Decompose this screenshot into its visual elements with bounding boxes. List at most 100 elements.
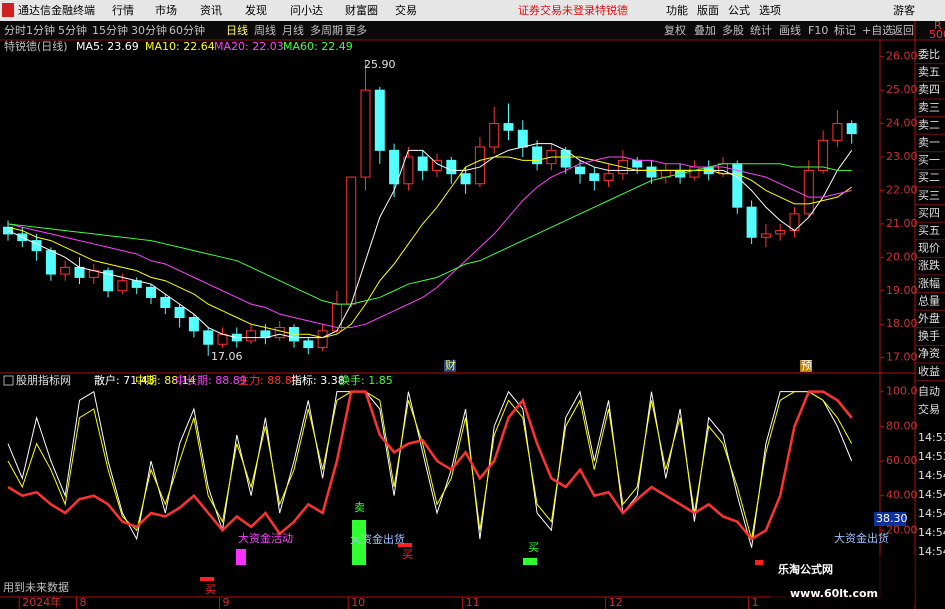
side-label[interactable]: 自动 — [918, 385, 940, 398]
tool-button[interactable]: 叠加 — [694, 24, 716, 37]
menu-item[interactable]: 发现 — [245, 3, 267, 17]
menu-item[interactable]: 市场 — [155, 3, 177, 17]
indicator-title: 股朋指标网 — [16, 373, 71, 387]
tool-button[interactable]: 返回 — [892, 24, 914, 37]
period-tab[interactable]: 周线 — [254, 23, 276, 37]
period-tab[interactable]: 月线 — [282, 23, 304, 37]
quote-label: 买三 — [918, 189, 940, 202]
candle-body — [803, 169, 814, 215]
candle-body — [74, 266, 85, 278]
side-label[interactable]: 交易 — [918, 402, 940, 416]
menu-item[interactable]: 功能 — [666, 3, 688, 17]
user[interactable]: 游客 — [893, 3, 915, 17]
tool-button[interactable]: 统计 — [750, 24, 772, 37]
period-tab[interactable]: 分时 — [4, 24, 26, 37]
period-tab[interactable]: 日线 — [226, 23, 248, 37]
tool-button[interactable]: +自选 — [862, 24, 893, 37]
x-tick-label: 8 — [80, 596, 87, 609]
quote-label: 涨跌 — [918, 258, 940, 272]
menu-item[interactable]: 行情 — [112, 4, 134, 17]
quote-label: 卖一 — [918, 136, 940, 149]
candle-body — [374, 89, 385, 151]
candle-body — [360, 89, 371, 178]
menu-item[interactable]: 公式 — [728, 4, 750, 17]
menu-item[interactable]: 版面 — [697, 3, 719, 17]
x-tick-label: 2024年 — [22, 595, 61, 609]
tool-button[interactable]: 标记 — [834, 23, 856, 37]
time-label: 14:54 — [918, 545, 945, 558]
readout: 换手: 1.85 — [339, 373, 393, 387]
signal-bar — [236, 549, 246, 565]
tool-button[interactable]: F10 — [808, 24, 828, 37]
indicator-line — [7, 390, 853, 541]
candle-body — [274, 327, 285, 339]
quote-label: 净资 — [918, 346, 940, 360]
annotation: 预 — [801, 359, 812, 372]
tool-button[interactable]: 复权 — [664, 23, 686, 37]
menu-item[interactable]: 问小达 — [290, 4, 323, 17]
quote-label: 卖五 — [918, 66, 940, 79]
quote-label: 买四 — [918, 206, 940, 219]
quote-label: 买五 — [918, 224, 940, 237]
tool-button[interactable]: 多股 — [722, 23, 744, 37]
period-tab[interactable]: 60分钟 — [169, 23, 205, 37]
period-tab[interactable]: 更多 — [345, 23, 367, 37]
y-tick-label: 22.00 — [886, 183, 918, 196]
y-tick-label: 19.00 — [886, 284, 918, 297]
candle-body — [460, 173, 471, 185]
badge — [444, 360, 456, 372]
candle-body — [203, 330, 214, 345]
period-tab[interactable]: 15分钟 — [92, 23, 128, 37]
candle-body — [346, 176, 357, 305]
app-title: 通达信金融终端 — [18, 3, 95, 17]
menu-item[interactable]: 选项 — [759, 4, 781, 17]
menu-item[interactable]: 财富圈 — [345, 3, 378, 17]
menu-item[interactable]: 资讯 — [200, 4, 222, 17]
time-label: 14:54 — [918, 469, 945, 482]
candle-body — [517, 129, 528, 148]
signal-bar — [755, 560, 763, 565]
candle-body — [146, 286, 156, 298]
value-box — [874, 512, 906, 526]
legend-entry: MA10: 22.64 — [145, 40, 215, 53]
annotation: 卖 — [354, 501, 365, 514]
candle-body — [646, 166, 657, 178]
annotation: 大资金出货 — [350, 532, 405, 546]
quote-label: 收益 — [918, 364, 940, 378]
value-box-label: 38.30 — [876, 512, 908, 525]
candle-body — [217, 333, 228, 345]
x-tick-label: 1 — [752, 596, 759, 609]
candle-body — [589, 173, 600, 181]
y-tick-label: 18.00 — [886, 317, 918, 330]
readout: 散户: 71.43 — [94, 373, 155, 387]
period-tab[interactable]: 5分钟 — [58, 23, 87, 37]
quote-label: 委比 — [918, 48, 940, 61]
candle-body — [632, 159, 643, 168]
candle-body — [117, 280, 128, 292]
candle-body — [417, 156, 428, 171]
legend-entry: MA20: 22.03 — [214, 40, 284, 53]
watermark-title: 乐淘公式网 — [778, 562, 833, 576]
period-tab[interactable]: 30分钟 — [131, 23, 167, 37]
stock-name: 特锐德 — [595, 3, 628, 17]
candle-body — [474, 146, 485, 185]
candle-body — [174, 306, 185, 319]
icon — [3, 375, 14, 386]
period-tab[interactable]: 1分钟 — [26, 23, 55, 37]
x-tick-label: 9 — [223, 596, 230, 609]
candle-body — [760, 233, 771, 238]
candle-body — [503, 123, 514, 131]
tool-button[interactable]: 画线 — [779, 23, 801, 37]
menu-item[interactable]: 交易 — [395, 3, 417, 17]
candle-body — [317, 330, 328, 349]
readout: 中期: 88.14 — [135, 374, 196, 387]
time-label: 14:53 — [918, 450, 945, 463]
candle-body — [60, 266, 71, 275]
signal-bar — [523, 558, 537, 565]
time-label: 14:53 — [918, 431, 945, 444]
quote-label: 现价 — [918, 242, 940, 255]
candle-body — [103, 270, 114, 292]
period-tab[interactable]: 多周期 — [310, 23, 343, 37]
ma-line — [7, 163, 852, 305]
candle-body — [818, 139, 829, 171]
